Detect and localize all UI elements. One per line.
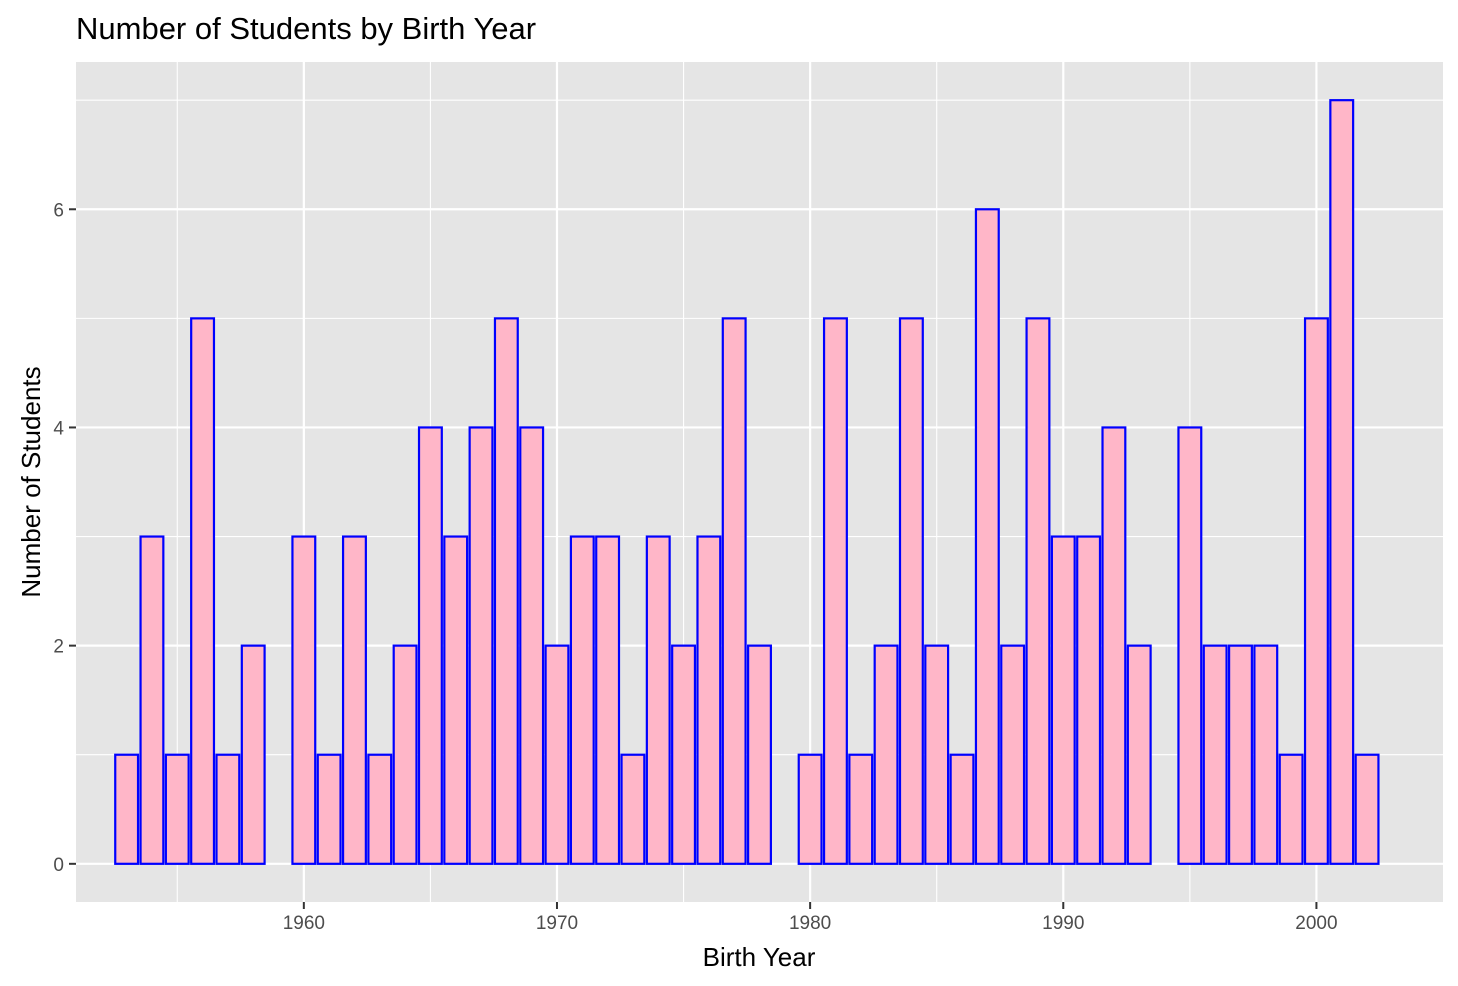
bar xyxy=(721,317,747,865)
bar xyxy=(645,535,671,865)
bar xyxy=(620,753,646,865)
bar xyxy=(1000,644,1026,865)
bar xyxy=(544,644,570,865)
bar xyxy=(341,535,367,865)
x-tick-label: 1970 xyxy=(536,913,578,934)
bar xyxy=(822,317,848,865)
x-axis-title: Birth Year xyxy=(703,942,816,972)
bar xyxy=(190,317,216,865)
bar xyxy=(139,535,165,865)
bar xyxy=(1202,644,1228,865)
bar xyxy=(392,644,418,865)
bar xyxy=(1278,753,1304,865)
bar xyxy=(291,535,317,865)
bar xyxy=(1253,644,1279,865)
bar xyxy=(1126,644,1152,865)
x-tick-label: 1980 xyxy=(789,913,831,934)
y-tick-label: 2 xyxy=(53,637,64,658)
y-axis-title: Number of Students xyxy=(16,366,46,597)
bar xyxy=(316,753,342,865)
bar xyxy=(949,753,975,865)
bar xyxy=(417,426,443,865)
x-tick-label: 1960 xyxy=(283,913,325,934)
bar xyxy=(848,753,874,865)
bar xyxy=(595,535,621,865)
bar xyxy=(443,535,469,865)
bar xyxy=(1227,644,1253,865)
bar xyxy=(1025,317,1051,865)
bar xyxy=(924,644,950,865)
y-tick-label: 4 xyxy=(53,418,64,439)
bar xyxy=(114,753,140,865)
bar xyxy=(1177,426,1203,865)
bar xyxy=(1303,317,1329,865)
bar xyxy=(215,753,241,865)
bar xyxy=(240,644,266,865)
bar xyxy=(797,753,823,865)
bars xyxy=(114,99,1380,865)
x-tick-label: 1990 xyxy=(1042,913,1084,934)
bar xyxy=(367,753,393,865)
bar xyxy=(1050,535,1076,865)
bar xyxy=(164,753,190,865)
bar xyxy=(1101,426,1127,865)
y-tick-label: 0 xyxy=(53,855,64,876)
bar xyxy=(873,644,899,865)
bar xyxy=(696,535,722,865)
bar xyxy=(974,208,1000,865)
bar xyxy=(898,317,924,865)
bar xyxy=(569,535,595,865)
x-tick-label: 2000 xyxy=(1295,913,1337,934)
y-tick-label: 6 xyxy=(53,200,64,221)
bar xyxy=(1354,753,1380,865)
bar xyxy=(1076,535,1102,865)
bar xyxy=(519,426,545,865)
chart-title: Number of Students by Birth Year xyxy=(76,11,536,46)
bar xyxy=(493,317,519,865)
y-axis: 0 2 4 6 xyxy=(53,200,76,876)
bar xyxy=(468,426,494,865)
x-axis: 1960 1970 1980 1990 2000 xyxy=(283,902,1338,934)
bar xyxy=(1329,99,1355,865)
bar xyxy=(671,644,697,865)
bar xyxy=(747,644,772,865)
